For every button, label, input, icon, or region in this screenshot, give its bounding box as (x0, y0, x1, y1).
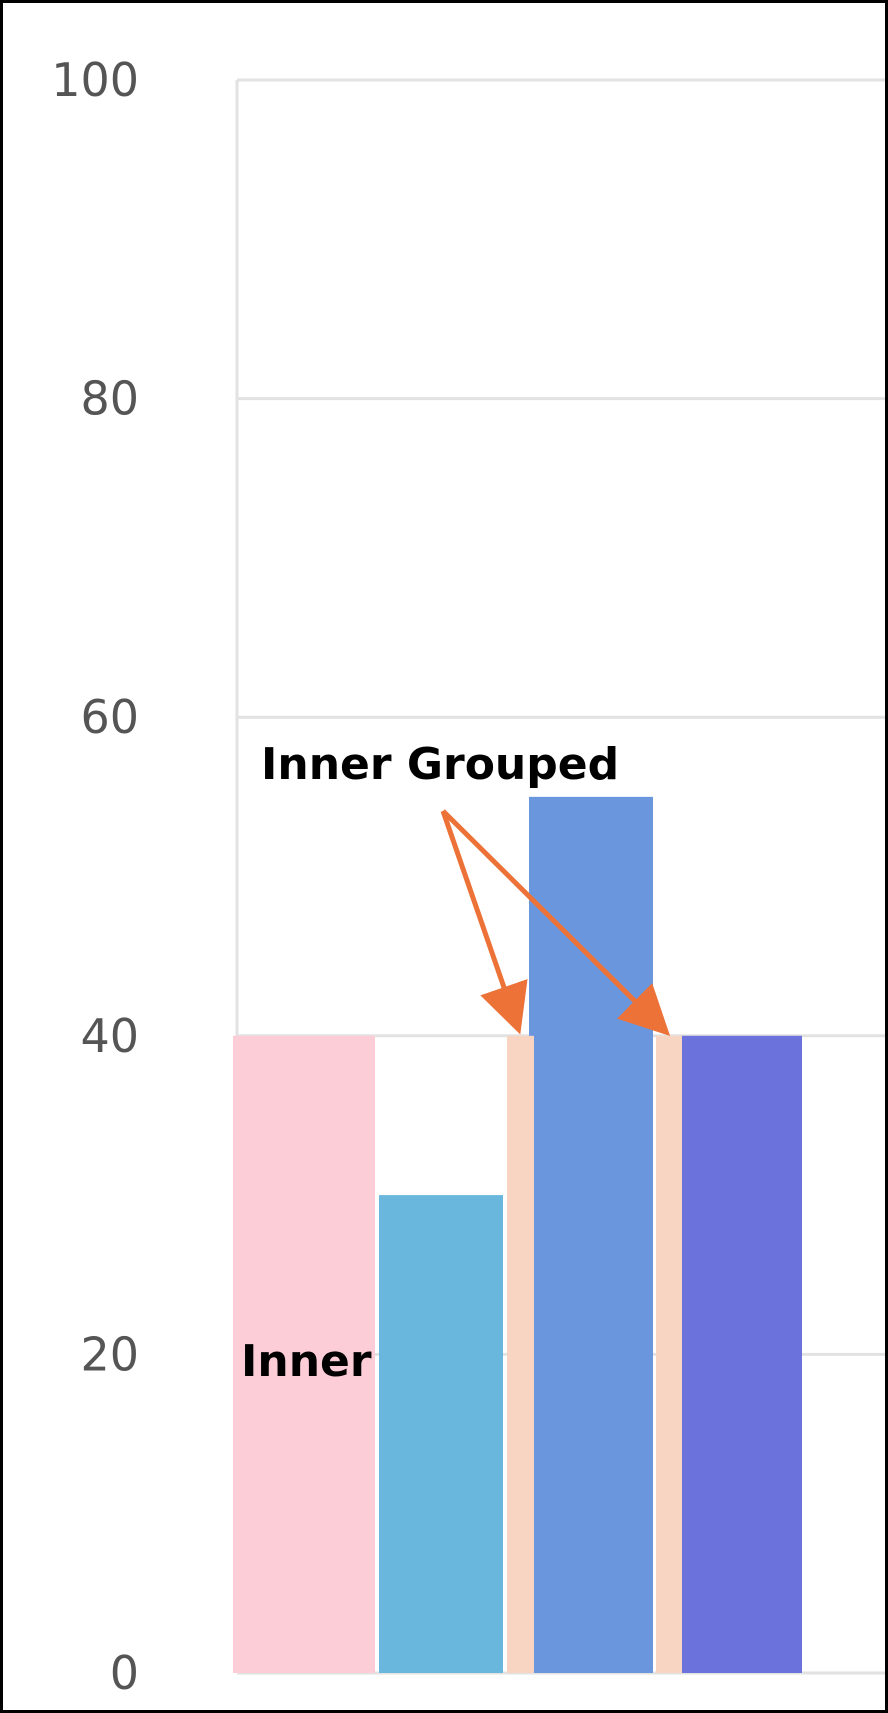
annotation-inner-grouped: Inner Grouped (261, 739, 619, 790)
bar-inner (233, 1035, 375, 1673)
annotation-inner: Inner (241, 1336, 372, 1387)
inner-grouped-marker-1 (507, 1035, 534, 1673)
bar-2 (379, 1195, 503, 1673)
y-tick-label-20: 20 (80, 1327, 139, 1381)
bar-chart: 0 20 40 60 80 100 Inner Inner Grouped (51, 53, 885, 1700)
annotation-arrows (440, 809, 671, 1037)
annotation-arrow-1 (440, 810, 528, 1035)
y-tick-label-100: 100 (51, 53, 139, 107)
bar-4 (681, 1035, 802, 1673)
y-axis: 0 20 40 60 80 100 (51, 53, 139, 1700)
y-tick-label-80: 80 (80, 372, 139, 426)
annotation-arrow-2 (441, 809, 671, 1037)
bar-3 (529, 796, 653, 1673)
inner-grouped-markers (507, 1035, 682, 1673)
y-tick-label-60: 60 (80, 690, 139, 744)
inner-grouped-marker-2 (656, 1035, 682, 1673)
y-tick-label-0: 0 (110, 1646, 139, 1700)
y-tick-label-40: 40 (80, 1009, 139, 1063)
bars (233, 796, 802, 1673)
